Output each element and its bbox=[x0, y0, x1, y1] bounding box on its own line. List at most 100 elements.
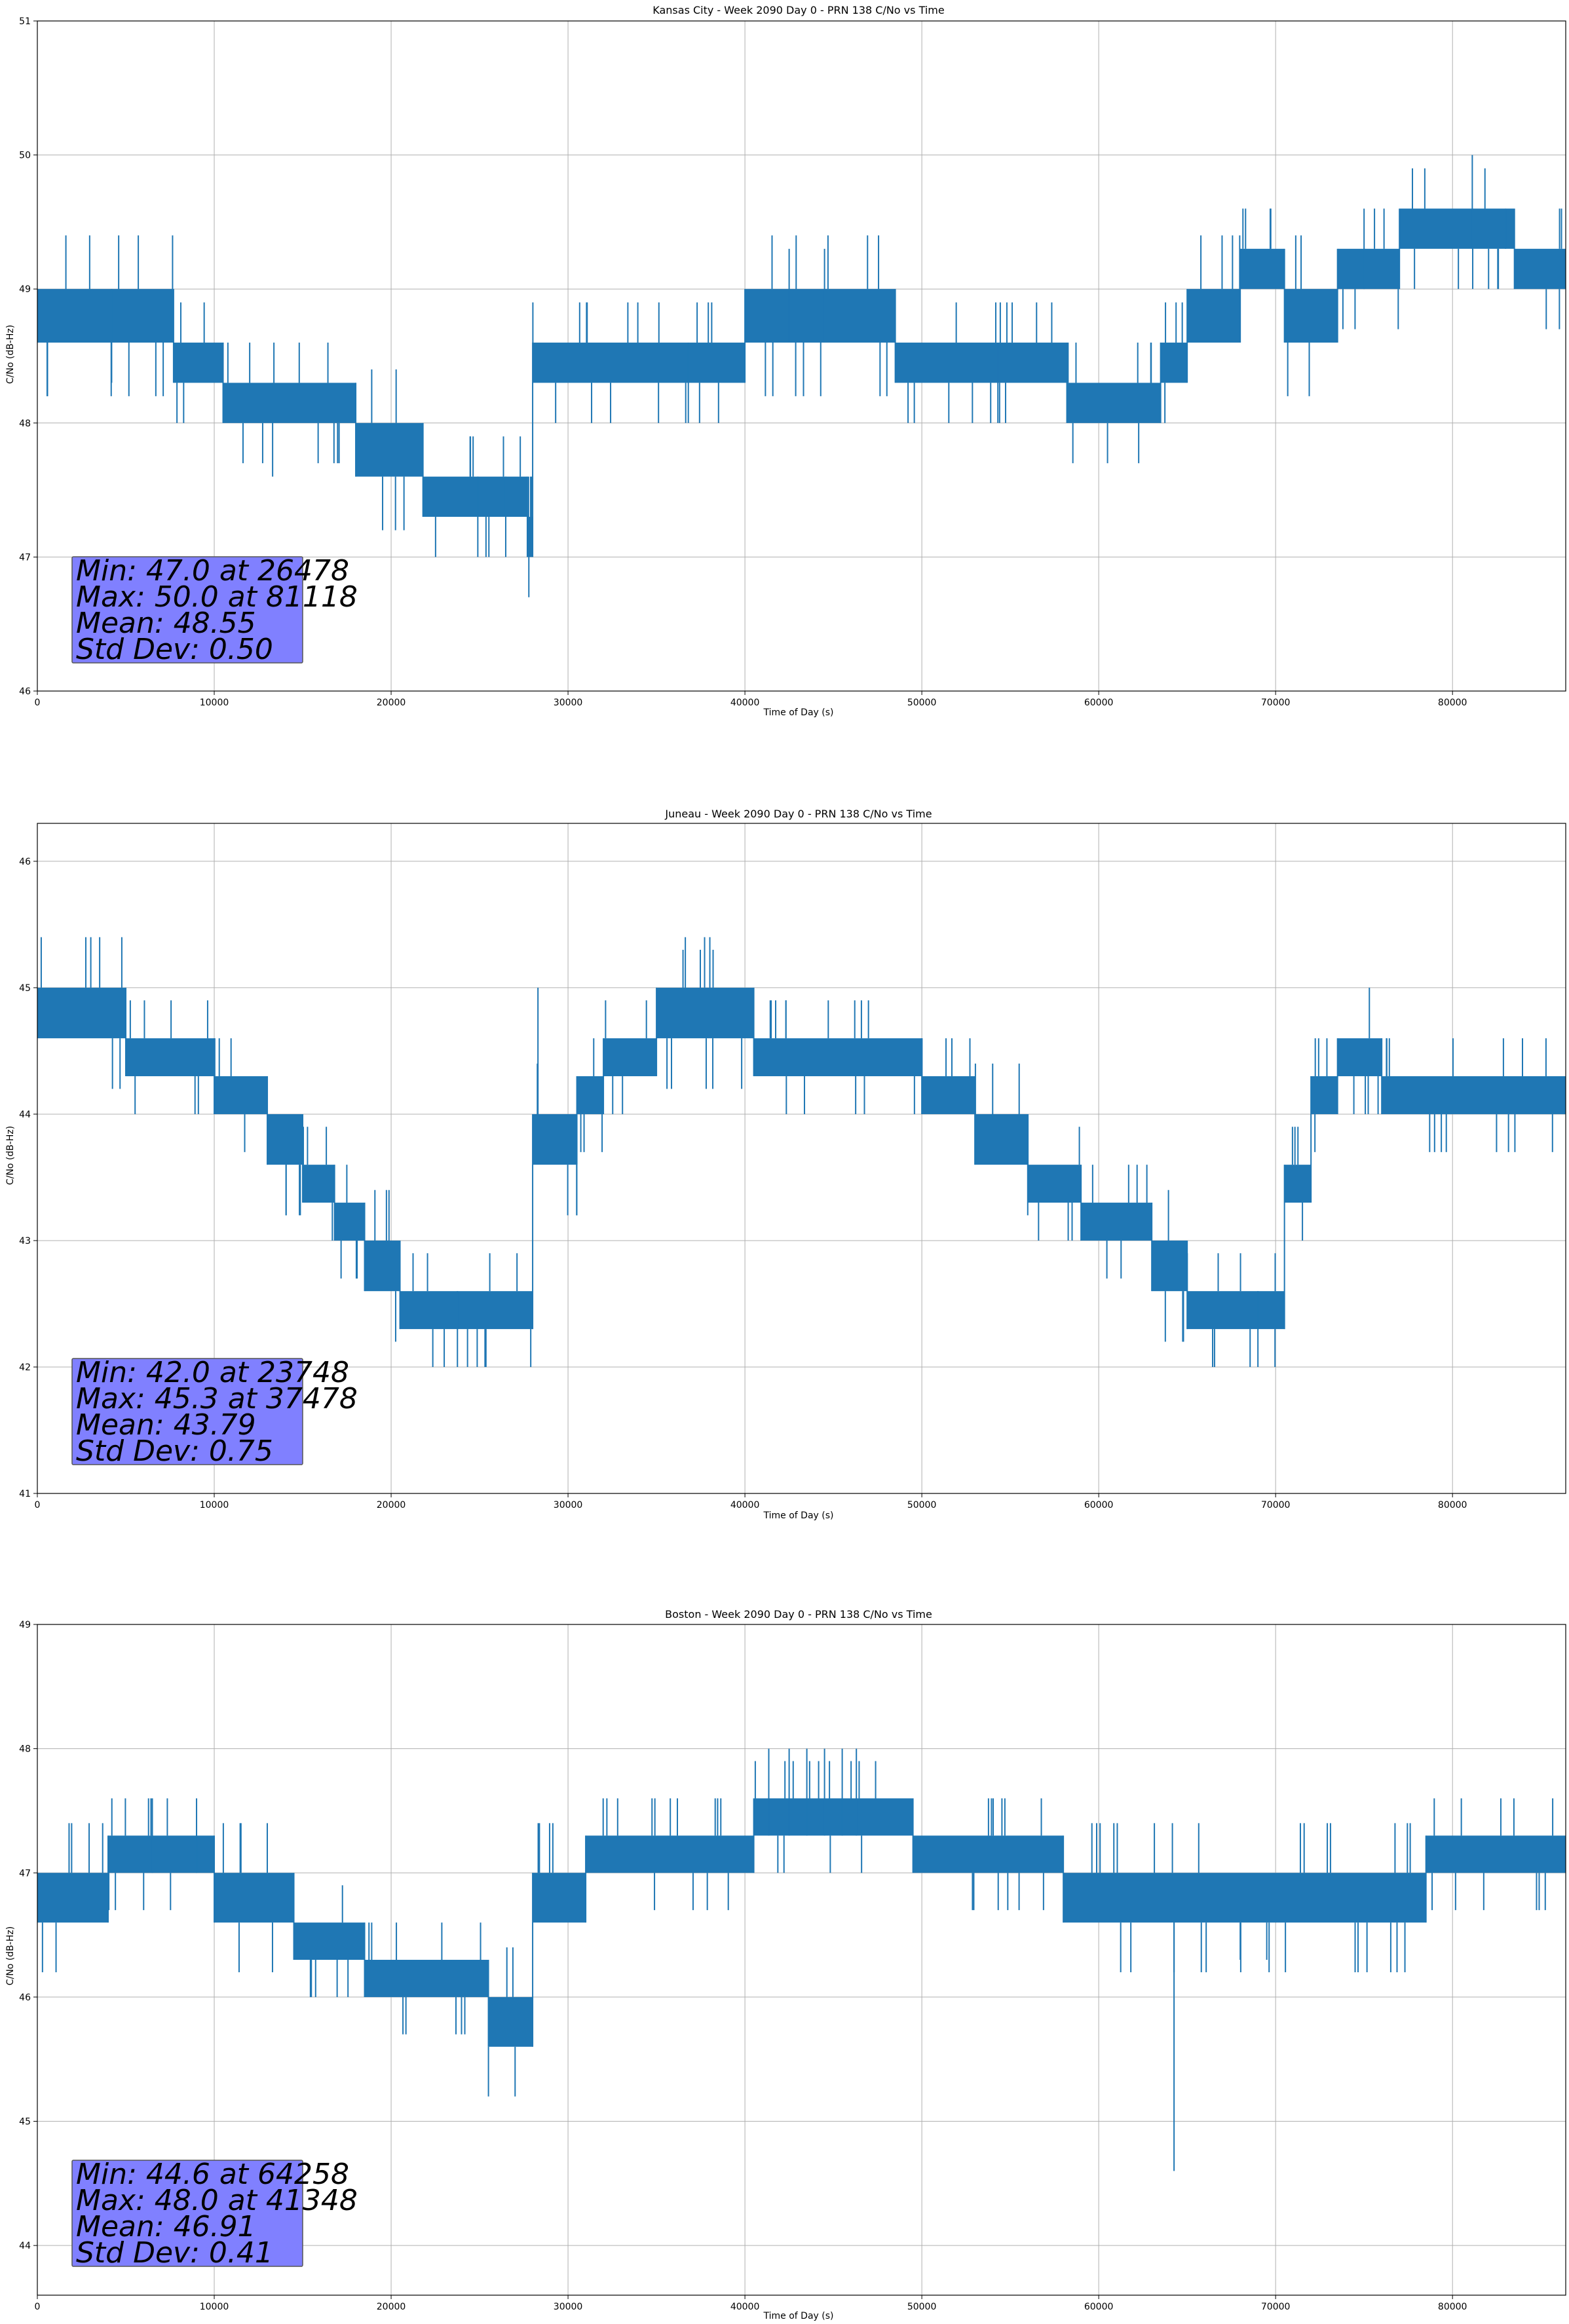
data-band bbox=[745, 289, 896, 343]
y-tick-label: 48 bbox=[19, 1744, 31, 1755]
stats-max-text: Max: 50.0 at 81118 bbox=[76, 580, 358, 614]
data-band bbox=[356, 422, 423, 477]
x-tick-label: 20000 bbox=[377, 698, 406, 708]
data-band bbox=[364, 1240, 400, 1292]
y-axis-label: C/No (dB-Hz) bbox=[5, 1126, 16, 1185]
data-band bbox=[173, 343, 223, 383]
stats-min-text: Min: 47.0 at 26478 bbox=[76, 554, 349, 588]
stats-std-dev-text: Std Dev: 0.41 bbox=[76, 2236, 273, 2270]
data-band bbox=[303, 1165, 335, 1203]
stats-box-background bbox=[71, 2160, 303, 2267]
x-tick-label: 30000 bbox=[554, 698, 583, 708]
data-band bbox=[603, 1038, 657, 1077]
data-band bbox=[126, 1038, 215, 1077]
data-band bbox=[364, 1960, 489, 1997]
x-tick-label: 80000 bbox=[1438, 698, 1467, 708]
y-tick-label: 49 bbox=[19, 284, 31, 295]
stats-mean-text: Mean: 43.79 bbox=[76, 1408, 256, 1442]
y-tick-label: 46 bbox=[19, 686, 31, 697]
y-tick-label: 49 bbox=[19, 1620, 31, 1630]
y-tick-label: 50 bbox=[19, 151, 31, 161]
data-band bbox=[214, 1873, 294, 1923]
data-band bbox=[533, 1873, 586, 1923]
data-band bbox=[37, 289, 174, 343]
stats-std-dev-text: Std Dev: 0.75 bbox=[76, 1434, 273, 1468]
y-tick-label: 47 bbox=[19, 1868, 31, 1879]
data-band bbox=[533, 343, 746, 383]
x-tick-label: 20000 bbox=[377, 1500, 406, 1510]
plot-frame bbox=[37, 1624, 1566, 2296]
data-band bbox=[223, 383, 356, 423]
x-tick-label: 60000 bbox=[1084, 1500, 1114, 1510]
data-band bbox=[533, 1114, 577, 1165]
stats-box: Min: 44.6 at 64258 Max: 48.0 at 41348 Me… bbox=[71, 2158, 358, 2270]
x-tick-label: 0 bbox=[35, 2302, 41, 2312]
data-band bbox=[895, 343, 1067, 383]
data-band bbox=[267, 1114, 303, 1165]
stats-max-text: Max: 45.3 at 37478 bbox=[76, 1382, 358, 1415]
y-tick-label: 45 bbox=[19, 2117, 31, 2127]
data-band bbox=[334, 1203, 365, 1241]
data-band bbox=[1399, 208, 1515, 249]
x-tick-label: 50000 bbox=[907, 1500, 937, 1510]
x-tick-label: 10000 bbox=[200, 1500, 229, 1510]
data-band bbox=[1284, 1165, 1312, 1203]
y-tick-label: 44 bbox=[19, 2241, 31, 2251]
y-tick-label: 41 bbox=[19, 1489, 31, 1499]
x-tick-label: 30000 bbox=[554, 1500, 583, 1510]
stats-box: Min: 42.0 at 23748 Max: 45.3 at 37478 Me… bbox=[71, 1356, 358, 1468]
data-band bbox=[1337, 1038, 1382, 1077]
data-band bbox=[753, 1798, 913, 1836]
y-axis-label: C/No (dB-Hz) bbox=[5, 325, 16, 384]
data-band bbox=[214, 1076, 268, 1114]
data-band bbox=[913, 1835, 1064, 1873]
data-band bbox=[1152, 1240, 1188, 1292]
y-tick-label: 45 bbox=[19, 983, 31, 994]
data-band bbox=[1063, 1873, 1426, 1923]
data-band bbox=[1337, 248, 1400, 290]
stats-max-text: Max: 48.0 at 41348 bbox=[76, 2184, 358, 2217]
y-tick-label: 42 bbox=[19, 1362, 31, 1373]
x-tick-label: 40000 bbox=[730, 2302, 760, 2312]
x-tick-label: 50000 bbox=[907, 2302, 937, 2312]
y-tick-label: 44 bbox=[19, 1110, 31, 1120]
x-axis-label: Time of Day (s) bbox=[763, 707, 834, 718]
x-tick-label: 0 bbox=[35, 1500, 41, 1510]
data-band bbox=[753, 1038, 922, 1077]
x-tick-label: 70000 bbox=[1261, 2302, 1291, 2312]
x-tick-label: 40000 bbox=[730, 698, 760, 708]
x-tick-label: 50000 bbox=[907, 698, 937, 708]
data-band bbox=[293, 1922, 365, 1960]
y-axis-label: C/No (dB-Hz) bbox=[5, 1926, 16, 1985]
chart-title: Boston - Week 2090 Day 0 - PRN 138 C/No … bbox=[665, 1608, 932, 1621]
subplot-boston: Boston - Week 2090 Day 0 - PRN 138 C/No … bbox=[5, 1608, 1566, 2321]
data-band bbox=[1284, 289, 1338, 343]
plot-area-boston: 0 10000 20000 30000 40000 50000 60000 70000 8000… bbox=[19, 1620, 1566, 2312]
x-tick-label: 60000 bbox=[1084, 2302, 1114, 2312]
data-band bbox=[656, 987, 754, 1039]
x-axis-label: Time of Day (s) bbox=[763, 1510, 834, 1521]
data-series bbox=[37, 937, 1566, 1367]
data-band bbox=[527, 517, 533, 557]
data-band bbox=[37, 987, 126, 1039]
data-band bbox=[975, 1114, 1029, 1165]
plot-frame bbox=[37, 20, 1566, 692]
plot-area-juneau: 0 10000 20000 30000 40000 50000 60000 70000 8000… bbox=[19, 823, 1566, 1510]
x-tick-label: 80000 bbox=[1438, 2302, 1467, 2312]
data-band bbox=[1081, 1203, 1152, 1241]
chart-title: Juneau - Week 2090 Day 0 - PRN 138 C/No … bbox=[664, 808, 932, 820]
stats-box-background bbox=[71, 556, 303, 664]
stats-std-dev-text: Std Dev: 0.50 bbox=[76, 633, 273, 666]
y-tick-label: 46 bbox=[19, 1993, 31, 2003]
data-band bbox=[1067, 383, 1161, 423]
data-band bbox=[1187, 289, 1241, 343]
data-band bbox=[108, 1835, 215, 1873]
stats-box-background bbox=[71, 1358, 303, 1465]
data-band bbox=[1028, 1165, 1082, 1203]
data-band bbox=[37, 1873, 109, 1923]
stats-mean-text: Mean: 46.91 bbox=[76, 2210, 256, 2243]
data-band bbox=[400, 1291, 533, 1330]
data-series bbox=[37, 155, 1566, 597]
